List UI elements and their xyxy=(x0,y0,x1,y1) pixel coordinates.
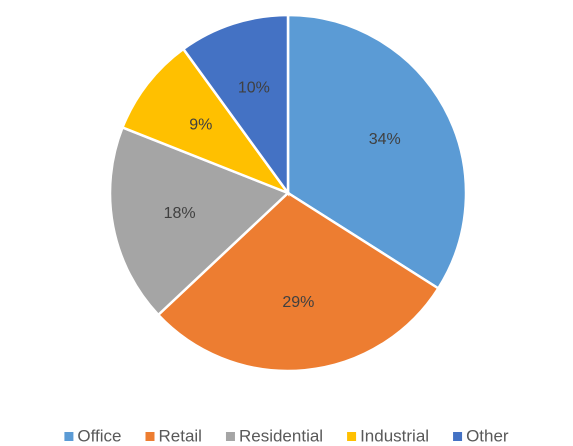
legend-swatch xyxy=(453,432,463,441)
data-label: 10% xyxy=(238,79,270,96)
legend-swatch xyxy=(145,432,155,441)
legend-label: Other xyxy=(466,426,509,445)
data-label: 9% xyxy=(189,117,212,134)
data-label: 18% xyxy=(164,205,196,222)
legend-label: Office xyxy=(77,426,121,445)
legend-swatch xyxy=(347,432,357,441)
legend-swatch xyxy=(225,432,235,441)
pie-slice xyxy=(181,13,290,197)
pie-slice xyxy=(120,47,292,196)
legend-label: Retail xyxy=(159,426,202,445)
legend-swatch xyxy=(64,432,74,441)
legend-label: Residential xyxy=(239,426,323,445)
data-label: 29% xyxy=(282,294,314,311)
data-label: 34% xyxy=(369,131,401,148)
legend-label: Industrial xyxy=(360,426,429,445)
pie-slice xyxy=(108,125,291,317)
pie-slice xyxy=(156,191,441,373)
